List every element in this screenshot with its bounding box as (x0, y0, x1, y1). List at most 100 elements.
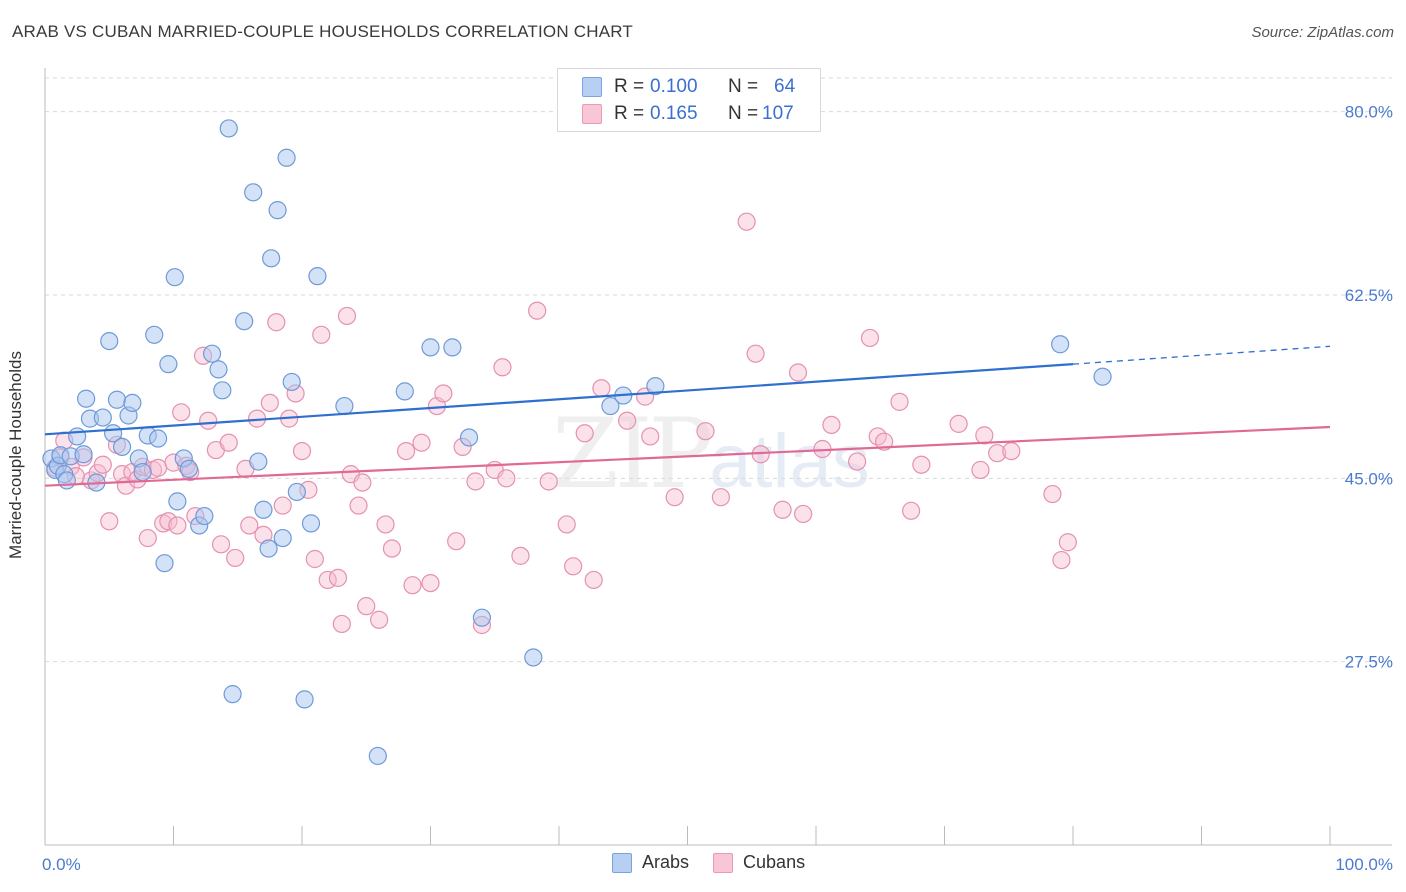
cubans-point (511, 546, 530, 565)
arabs-point (646, 377, 665, 396)
arabs-point (277, 148, 296, 167)
arabs-point (268, 201, 287, 220)
arabs-point (601, 396, 620, 416)
cubans-point (159, 512, 178, 531)
arabs-point (165, 268, 184, 287)
cubans-point (901, 501, 921, 520)
axes (44, 68, 1392, 846)
arabs-point (335, 396, 354, 416)
cubans-point (353, 473, 372, 492)
arabs-point (133, 462, 152, 482)
cubans-point (737, 212, 756, 231)
watermark: ZIPatlas (552, 398, 870, 510)
arabs-point (282, 372, 301, 392)
cubans-point (592, 379, 611, 398)
cubans-point (822, 415, 841, 435)
arabs-trend-extension (1072, 345, 1331, 365)
arabs-point (287, 482, 306, 502)
cubans-point (1043, 484, 1062, 504)
arabs-point (273, 528, 292, 548)
cubans-point (219, 433, 238, 452)
arabs-point (308, 267, 327, 286)
cubans-swatch (582, 104, 602, 124)
y-tick-label: 45.0% (1345, 469, 1393, 488)
arabs-point (259, 539, 278, 558)
watermark-atlas: atlas (709, 419, 870, 504)
arabs-point (112, 437, 132, 457)
cubans-point (711, 488, 731, 507)
cubans-point (794, 504, 813, 524)
correlation-legend: R = 0.100 N = 64 R = 0.165 N = 107 (557, 68, 821, 132)
cubans-point (875, 432, 894, 451)
cubans-point (328, 568, 348, 587)
cubans-point (396, 441, 416, 461)
arabs-point (524, 648, 543, 667)
cubans-point (528, 301, 547, 320)
watermark-zip: ZIP (552, 398, 713, 510)
cubans-point (100, 512, 119, 531)
cubans-point (93, 455, 112, 474)
arabs-point (395, 382, 414, 401)
cubans-point (421, 573, 440, 593)
arabs-point (148, 429, 168, 448)
cubans-point (382, 539, 402, 558)
cubans-point (848, 452, 867, 471)
arabs-point (123, 393, 142, 413)
cubans-point (292, 441, 312, 461)
cubans-point (890, 392, 909, 411)
y-tick-label: 62.5% (1345, 286, 1393, 305)
cubans-point (1058, 533, 1077, 552)
arabs-point (159, 355, 178, 374)
legend-item-arabs[interactable]: Arabs (612, 852, 689, 873)
cubans-legend-swatch (713, 852, 734, 873)
arabs-trend-line (44, 363, 1074, 436)
legend-label-cubans: Cubans (743, 852, 806, 872)
cubans-point (349, 496, 368, 515)
arabs-point (295, 690, 314, 709)
cubans-point (260, 393, 279, 413)
y-tick-label: 80.0% (1345, 103, 1393, 122)
legend-item-cubans[interactable]: Cubans (713, 852, 805, 873)
r-value: 0.165 (650, 103, 698, 124)
cubans-point (975, 426, 994, 445)
legend-label-arabs: Arabs (642, 852, 690, 872)
cubans-point (273, 496, 292, 515)
cubans-points (46, 212, 1077, 635)
arabs-point (249, 452, 268, 471)
r-label: R = (614, 76, 645, 97)
cubans-point (370, 610, 389, 629)
n-value: 64 (774, 76, 796, 97)
n-value: 107 (762, 103, 794, 124)
arabs-point (179, 459, 199, 479)
arabs-point (1051, 335, 1070, 354)
cubans-point (148, 458, 168, 477)
n-label: N = (728, 76, 759, 97)
cubans-point (912, 455, 931, 474)
cubans-point (412, 433, 431, 452)
x-tick-label: 0.0% (42, 855, 81, 874)
cubans-point (860, 328, 880, 348)
cubans-point (949, 414, 968, 433)
cubans-point (168, 516, 187, 535)
r-label: R = (614, 103, 645, 124)
legend-row-cubans: R = 0.165 N = 107 (582, 102, 840, 126)
arabs-point (301, 514, 321, 533)
cubans-point (665, 488, 684, 507)
cubans-point (971, 460, 990, 480)
cubans-point (211, 535, 231, 554)
cubans-point (466, 472, 485, 491)
cubans-point (267, 313, 286, 332)
arabs-point (155, 554, 174, 573)
arabs-point (74, 445, 93, 464)
arabs-swatch (582, 77, 602, 97)
cubans-point (618, 411, 637, 430)
cubans-point (226, 548, 245, 568)
arabs-point (93, 408, 112, 427)
arabs-point (443, 338, 462, 357)
arabs-point (195, 506, 214, 526)
cubans-point (172, 403, 191, 422)
cubans-point (403, 576, 422, 595)
series-legend: Arabs Cubans (612, 852, 829, 873)
cubans-point (1002, 441, 1021, 461)
